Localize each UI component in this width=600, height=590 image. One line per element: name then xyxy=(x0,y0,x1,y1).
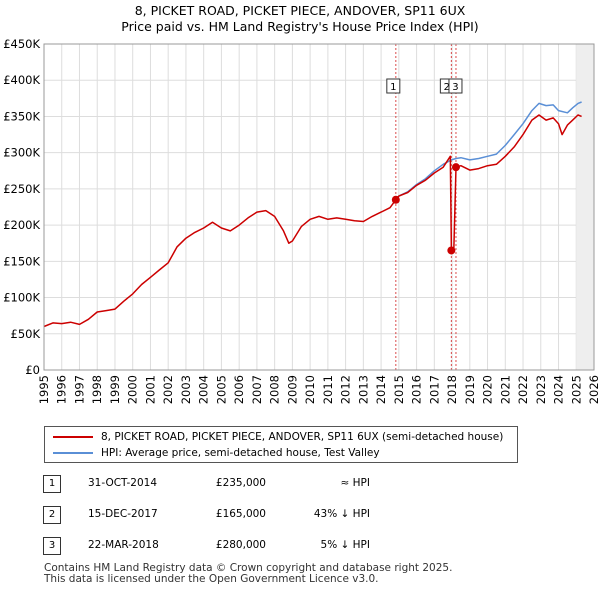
y-tick-label: £100K xyxy=(3,291,40,305)
plot-frame xyxy=(43,43,595,371)
legend-label-hpi: HPI: Average price, semi-detached house,… xyxy=(101,447,380,459)
transaction-date: 31-OCT-2014 xyxy=(88,477,157,489)
transaction-price: £280,000 xyxy=(215,539,266,551)
transaction-hpi: ≈ HPI xyxy=(340,477,370,489)
transaction-label: 3 xyxy=(452,82,458,93)
x-tick-label: 1998 xyxy=(90,375,104,404)
x-tick-label: 2006 xyxy=(232,375,246,404)
transaction-number: 2 xyxy=(43,506,61,524)
x-tick-label: 2016 xyxy=(410,375,424,404)
x-tick-label: 2025 xyxy=(569,375,583,404)
x-tick-label: 1995 xyxy=(37,375,51,404)
forecast-shade xyxy=(576,44,594,370)
x-tick-label: 2002 xyxy=(161,375,175,404)
x-tick-label: 2009 xyxy=(285,375,299,404)
transaction-point xyxy=(447,246,456,255)
transaction-point xyxy=(451,163,460,172)
legend-swatch-hpi xyxy=(53,452,93,454)
transaction-number: 3 xyxy=(43,537,61,555)
x-tick-label: 2000 xyxy=(126,375,140,404)
chart-title-line2: Price paid vs. HM Land Registry's House … xyxy=(121,19,479,34)
transaction-label: 2 xyxy=(444,82,450,93)
x-tick-label: 2015 xyxy=(392,375,406,404)
x-tick-label: 2014 xyxy=(374,375,388,404)
footer-copyright: Contains HM Land Registry data © Crown c… xyxy=(44,562,453,574)
y-tick-label: £200K xyxy=(3,218,40,232)
x-tick-label: 1999 xyxy=(108,375,122,404)
x-tick-label: 2023 xyxy=(534,375,548,404)
y-tick-label: £0 xyxy=(25,363,40,377)
table-row: 3 22-MAR-2018 £280,000 5% ↓ HPI xyxy=(0,537,600,559)
transaction-price: £165,000 xyxy=(215,508,266,520)
table-row: 1 31-OCT-2014 £235,000 ≈ HPI xyxy=(0,475,600,497)
transaction-number: 1 xyxy=(43,475,61,493)
chart-title-line1: 8, PICKET ROAD, PICKET PIECE, ANDOVER, S… xyxy=(134,3,466,18)
x-tick-label: 2013 xyxy=(356,375,370,404)
forecast-region xyxy=(576,44,594,370)
legend: 8, PICKET ROAD, PICKET PIECE, ANDOVER, S… xyxy=(44,426,518,463)
transaction-price: £235,000 xyxy=(215,477,266,489)
transaction-label-box xyxy=(386,78,401,94)
x-tick-label: 2021 xyxy=(498,375,512,404)
transaction-label-box xyxy=(448,78,463,94)
x-tick-label: 2004 xyxy=(197,375,211,404)
transaction-date: 15-DEC-2017 xyxy=(88,508,158,520)
y-tick-label: £150K xyxy=(3,254,40,268)
x-tick-label: 2018 xyxy=(445,375,459,404)
transaction-date: 22-MAR-2018 xyxy=(88,539,159,551)
table-row: 2 15-DEC-2017 £165,000 43% ↓ HPI xyxy=(0,506,600,528)
y-tick-label: £250K xyxy=(3,182,40,196)
footer-license: This data is licensed under the Open Gov… xyxy=(44,573,379,585)
x-tick-label: 2011 xyxy=(321,375,335,404)
x-tick-label: 2024 xyxy=(552,375,566,404)
y-tick-label: £350K xyxy=(3,109,40,123)
y-tick-label: £50K xyxy=(11,327,41,341)
transaction-label: 1 xyxy=(390,82,396,93)
legend-swatch-property xyxy=(53,436,93,438)
x-tick-label: 2019 xyxy=(463,375,477,404)
x-tick-label: 2003 xyxy=(179,375,193,404)
x-tick-label: 2012 xyxy=(339,375,353,404)
x-tick-label: 2017 xyxy=(427,375,441,404)
x-tick-label: 2020 xyxy=(481,375,495,404)
series-lines xyxy=(43,101,582,328)
transaction-point xyxy=(391,195,400,204)
x-tick-label: 2010 xyxy=(303,375,317,404)
legend-label-property: 8, PICKET ROAD, PICKET PIECE, ANDOVER, S… xyxy=(101,431,504,443)
x-tick-label: 2005 xyxy=(214,375,228,404)
legend-item-property: 8, PICKET ROAD, PICKET PIECE, ANDOVER, S… xyxy=(53,429,503,445)
x-tick-label: 2007 xyxy=(250,375,264,404)
x-tick-label: 2026 xyxy=(587,375,600,404)
grid xyxy=(43,43,595,371)
x-tick-label: 2008 xyxy=(268,375,282,404)
y-tick-label: £450K xyxy=(3,37,40,51)
x-tick-label: 1997 xyxy=(72,375,86,404)
x-tick-label: 1996 xyxy=(55,375,69,404)
hpi-line xyxy=(395,101,582,201)
x-tick-label: 2001 xyxy=(143,375,157,404)
axes: £0 £50K £100K £150K £200K £250K £300K £350K £400… xyxy=(3,37,600,404)
y-tick-label: £400K xyxy=(3,73,40,87)
transaction-hpi: 5% ↓ HPI xyxy=(320,539,370,551)
y-tick-label: £300K xyxy=(3,146,40,160)
legend-item-hpi: HPI: Average price, semi-detached house,… xyxy=(53,445,380,461)
x-tick-label: 2022 xyxy=(516,375,530,404)
property-price-line xyxy=(43,114,582,328)
transaction-hpi: 43% ↓ HPI xyxy=(313,508,370,520)
